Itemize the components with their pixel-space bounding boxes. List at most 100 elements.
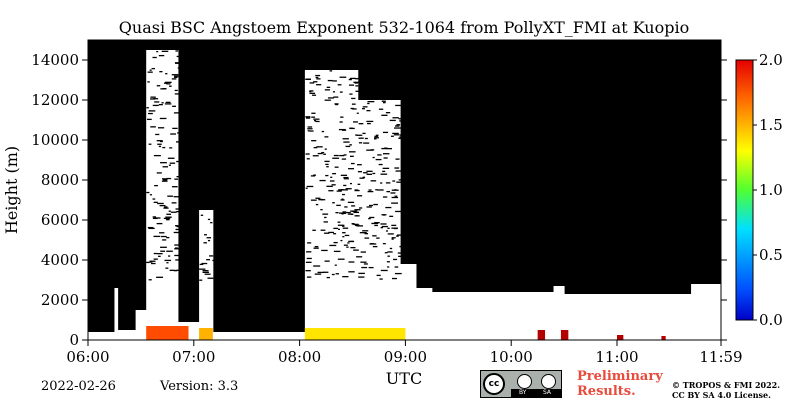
y-tick-label: 12000 — [31, 91, 79, 109]
speckle — [162, 179, 168, 181]
speckle — [314, 245, 319, 248]
speckle — [165, 216, 172, 218]
speckle — [390, 135, 394, 137]
speckle — [368, 204, 374, 207]
speckle — [170, 133, 176, 135]
speckle — [389, 215, 394, 217]
speckle — [175, 225, 179, 227]
speckle — [347, 201, 355, 204]
speckle — [313, 247, 319, 249]
speckle — [210, 221, 213, 224]
speckle — [384, 147, 388, 149]
speckle — [311, 116, 316, 118]
speckle — [176, 55, 183, 58]
speckle — [328, 231, 335, 234]
speckle — [356, 225, 364, 227]
y-tick-label: 4000 — [41, 251, 79, 269]
speckle — [204, 273, 211, 275]
aerosol-patch-4 — [560, 330, 569, 340]
speckle — [335, 273, 340, 275]
speckle — [348, 84, 355, 86]
speckle — [394, 125, 400, 127]
speckle — [325, 163, 329, 166]
speckle — [396, 124, 401, 126]
speckle — [307, 128, 313, 130]
cloud-speckles — [146, 50, 405, 281]
speckle — [334, 264, 337, 266]
x-axis-label: UTC — [386, 369, 422, 388]
speckle — [162, 239, 167, 241]
speckle — [338, 128, 346, 131]
speckle — [358, 272, 365, 275]
speckle — [305, 153, 310, 155]
speckle — [165, 219, 170, 221]
speckle — [393, 127, 401, 129]
copyright-line1: © TROPOS & FMI 2022. — [672, 380, 781, 390]
speckle — [357, 171, 362, 173]
speckle — [354, 209, 361, 211]
speckle — [305, 116, 311, 118]
speckle — [164, 259, 172, 262]
speckle — [316, 146, 323, 148]
aerosol-layer — [146, 326, 666, 340]
speckle — [161, 235, 167, 238]
speckle — [171, 78, 177, 80]
speckle — [153, 235, 161, 238]
speckle — [362, 108, 365, 110]
speckle — [380, 227, 384, 229]
speckle — [362, 230, 369, 232]
speckle — [391, 237, 396, 239]
speckle — [202, 270, 209, 272]
speckle — [306, 185, 314, 188]
speckle — [314, 273, 322, 275]
speckle — [323, 221, 328, 223]
speckle — [375, 189, 378, 191]
speckle — [146, 261, 150, 264]
speckle — [148, 143, 152, 145]
speckle — [177, 67, 182, 69]
speckle — [398, 118, 405, 120]
speckle — [342, 193, 345, 196]
speckle — [387, 266, 390, 268]
speckle — [391, 277, 398, 280]
speckle — [386, 261, 390, 263]
speckle — [212, 259, 218, 262]
sa-label: SA — [543, 389, 552, 396]
speckle — [337, 84, 342, 86]
speckle — [382, 167, 390, 169]
speckle — [399, 134, 405, 136]
speckle — [147, 226, 154, 229]
speckle — [396, 181, 402, 183]
speckle — [175, 259, 181, 261]
speckle — [394, 167, 400, 169]
y-axis: 0 2000 4000 6000 8000 10000 12000 14000 — [31, 51, 727, 349]
speckle — [152, 104, 159, 107]
speckle — [146, 107, 149, 109]
speckle — [316, 84, 322, 86]
speckle — [327, 97, 335, 99]
speckle — [161, 102, 164, 104]
speckle — [351, 223, 354, 225]
speckle — [392, 180, 396, 182]
speckle — [340, 199, 345, 201]
speckle — [331, 184, 336, 186]
speckle — [333, 233, 337, 235]
speckle — [357, 77, 361, 80]
speckle — [350, 210, 356, 212]
speckle — [394, 272, 402, 275]
speckle — [169, 85, 172, 87]
speckle — [148, 112, 153, 115]
speckle — [169, 147, 173, 149]
speckle — [349, 93, 353, 95]
x-tick-label: 11:00 — [595, 348, 638, 366]
speckle — [154, 217, 161, 219]
speckle — [351, 205, 356, 207]
speckle — [309, 90, 314, 92]
x-tick-label: 06:00 — [66, 348, 109, 366]
speckle — [382, 170, 386, 173]
speckle — [174, 254, 181, 257]
speckle — [307, 126, 313, 128]
speckle — [369, 243, 377, 245]
speckle — [160, 88, 166, 90]
speckle — [167, 195, 173, 197]
